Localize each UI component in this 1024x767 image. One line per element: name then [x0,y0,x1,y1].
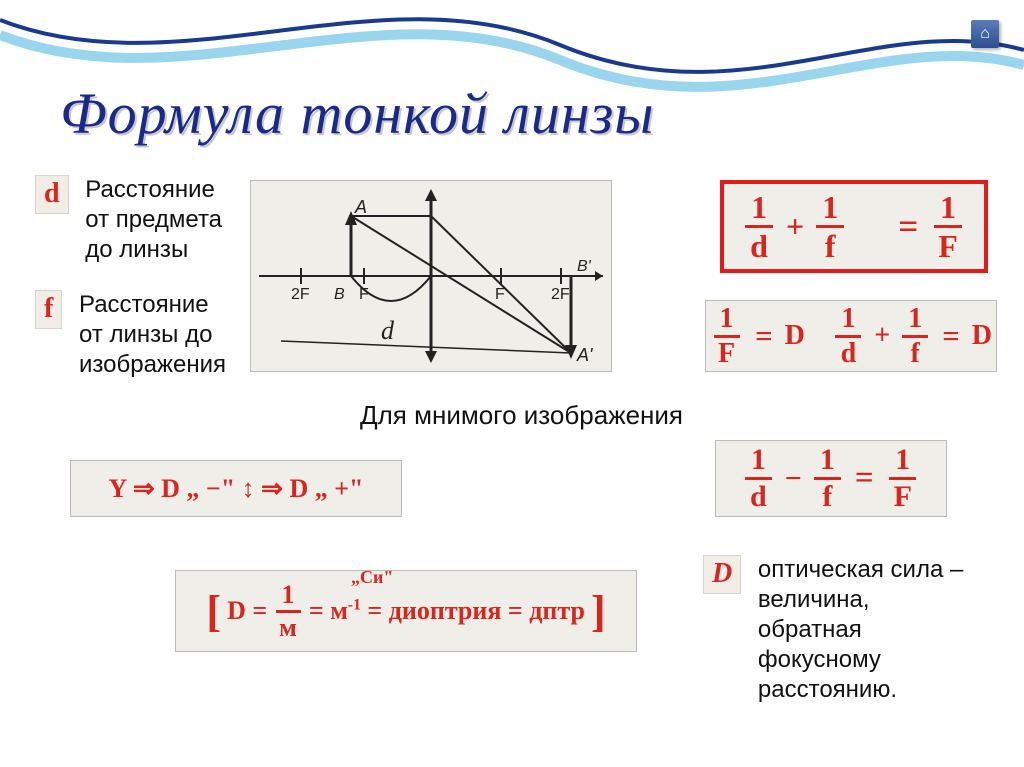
formula-dioptre: [ D = 1м = м-1 = диоптрия = дптр ] „Си" [175,570,637,652]
def-f-text: Расстояние от линзы до изображения [79,290,226,380]
def-d-text: Расстояние от предмета до линзы [85,175,222,265]
lens-diagram: 2F F F 2F A B A' B' d [250,180,612,372]
virtual-image-label: Для мнимого изображения [360,400,683,431]
svg-text:d: d [381,316,395,345]
def-D-text: оптическая сила – величина, обратная фок… [758,555,963,705]
formula-sign: Y ⇒ D „ −" ↕ ⇒ D „ +" [70,460,402,517]
svg-text:B': B' [577,258,592,275]
formula-d-combo: 1F=D1d+1f=D [705,300,997,372]
def-D: D оптическая сила – величина, обратная ф… [703,555,1003,705]
svg-text:A: A [354,197,367,217]
def-d: d Расстояние от предмета до линзы [35,175,245,265]
svg-text:F: F [495,286,505,303]
def-f: f Расстояние от линзы до изображения [35,290,255,380]
symbol-D: D [703,555,741,594]
symbol-f: f [35,290,62,329]
home-icon[interactable]: ⌂ [971,20,999,48]
svg-text:A': A' [576,345,593,365]
page-title: Формула тонкой линзы [60,80,655,147]
svg-text:2F: 2F [551,286,570,303]
svg-text:2F: 2F [291,286,310,303]
symbol-d: d [35,175,69,214]
svg-text:B: B [334,286,345,303]
formula-virtual: 1d−1f=1F [715,440,947,517]
formula-main: 1d+1f=1F [720,180,988,273]
